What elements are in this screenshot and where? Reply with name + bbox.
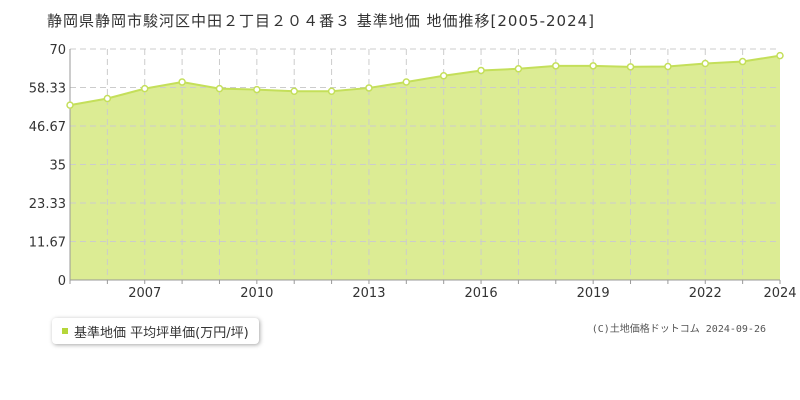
data-point: [701, 59, 710, 68]
data-point: [514, 65, 523, 73]
y-tick-label: 0: [58, 274, 66, 289]
data-point: [365, 84, 373, 92]
data-point: [327, 87, 336, 95]
legend: 基準地価 平均坪単価(万円/坪): [52, 318, 259, 344]
data-point: [664, 62, 672, 71]
data-point: [552, 62, 560, 70]
y-tick-label: 46.67: [29, 120, 66, 135]
y-tick-label: 35: [49, 159, 66, 174]
data-point: [738, 57, 747, 66]
series-area-fill: [70, 55, 780, 280]
y-tick-label: 11.67: [29, 235, 66, 250]
series-line: [69, 54, 781, 107]
data-point: [215, 84, 224, 93]
y-tick-label: 58.33: [29, 82, 66, 97]
legend-label: 基準地価 平均坪単価(万円/坪): [74, 325, 249, 341]
x-tick-label: 2010: [240, 286, 273, 301]
data-point: [178, 78, 186, 86]
x-tick-label: 2016: [465, 286, 498, 301]
x-tick-label: 2022: [689, 286, 722, 301]
data-point: [253, 85, 261, 94]
x-tick-label: 2024: [763, 286, 796, 301]
data-point: [140, 84, 149, 93]
y-tick-label: 23.33: [29, 197, 66, 212]
x-tick-label: 2007: [128, 286, 161, 301]
chart-title: 静岡県静岡市駿河区中田２丁目２０４番３ 基準地価 地価推移[2005-2024]: [47, 12, 596, 30]
data-point: [589, 62, 597, 70]
data-point: [626, 63, 635, 71]
data-point: [439, 71, 448, 80]
data-point: [103, 94, 112, 103]
data-point: [290, 87, 298, 95]
y-tick-label: 70: [49, 43, 66, 58]
data-point: [776, 51, 784, 60]
data-point: [477, 66, 485, 75]
copyright-credit: (C)土地価格ドットコム 2024-09-26: [591, 324, 766, 335]
data-point: [402, 78, 411, 86]
data-point: [66, 101, 74, 109]
x-tick-label: 2019: [577, 286, 610, 301]
legend-swatch: [62, 328, 68, 334]
x-tick-label: 2013: [352, 286, 385, 301]
